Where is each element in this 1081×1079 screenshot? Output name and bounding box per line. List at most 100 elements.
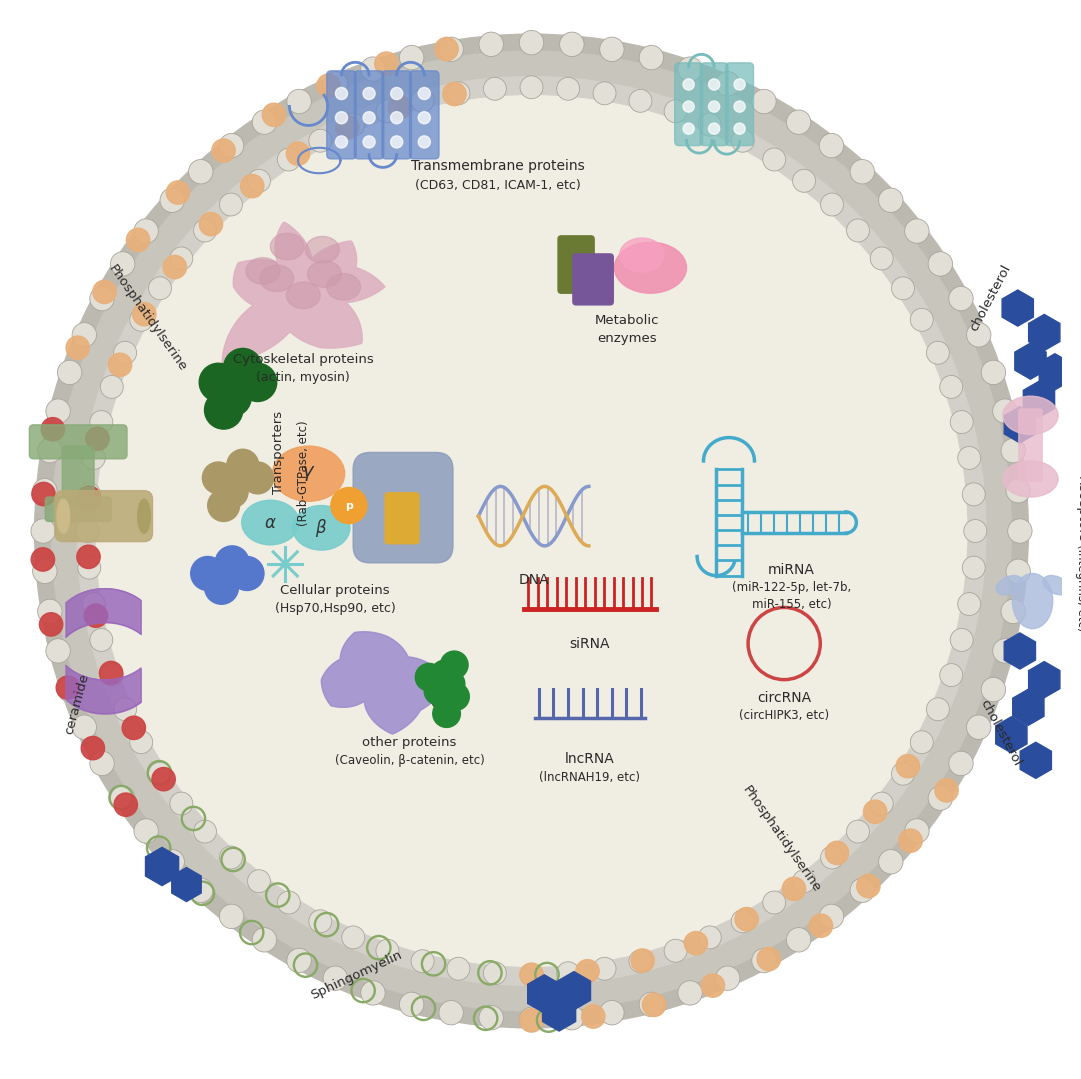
Circle shape bbox=[204, 391, 243, 429]
Polygon shape bbox=[528, 974, 561, 1013]
Circle shape bbox=[215, 546, 249, 579]
Circle shape bbox=[962, 556, 985, 579]
Circle shape bbox=[483, 961, 506, 985]
Polygon shape bbox=[1029, 661, 1059, 698]
Circle shape bbox=[317, 74, 341, 97]
Circle shape bbox=[93, 281, 116, 303]
Circle shape bbox=[892, 277, 915, 300]
Circle shape bbox=[684, 931, 708, 955]
Circle shape bbox=[148, 762, 172, 786]
Circle shape bbox=[309, 129, 332, 152]
Text: Phosphatidylserine: Phosphatidylserine bbox=[106, 263, 189, 374]
Text: cholesterol: cholesterol bbox=[977, 697, 1024, 768]
Circle shape bbox=[361, 57, 385, 81]
Circle shape bbox=[678, 981, 703, 1006]
Circle shape bbox=[810, 914, 832, 938]
Circle shape bbox=[958, 592, 980, 615]
Circle shape bbox=[418, 136, 430, 148]
Circle shape bbox=[557, 961, 579, 985]
Circle shape bbox=[479, 32, 504, 56]
Circle shape bbox=[850, 160, 875, 183]
Circle shape bbox=[66, 336, 90, 359]
FancyBboxPatch shape bbox=[385, 493, 419, 544]
Circle shape bbox=[443, 82, 466, 106]
Circle shape bbox=[982, 360, 1005, 384]
Polygon shape bbox=[1039, 354, 1070, 390]
Circle shape bbox=[819, 904, 843, 929]
Text: siRNA: siRNA bbox=[570, 638, 610, 651]
Circle shape bbox=[520, 964, 543, 986]
Text: other proteins: other proteins bbox=[362, 736, 456, 749]
Circle shape bbox=[342, 113, 364, 136]
Circle shape bbox=[966, 715, 991, 739]
Circle shape bbox=[678, 57, 703, 81]
Circle shape bbox=[439, 1000, 464, 1025]
Circle shape bbox=[435, 38, 458, 60]
Ellipse shape bbox=[1013, 573, 1053, 629]
Circle shape bbox=[892, 762, 915, 786]
FancyBboxPatch shape bbox=[45, 497, 111, 521]
Ellipse shape bbox=[1003, 396, 1058, 435]
Circle shape bbox=[708, 79, 720, 90]
Circle shape bbox=[786, 928, 811, 952]
Circle shape bbox=[388, 96, 412, 119]
Circle shape bbox=[479, 1006, 504, 1029]
Text: (Rab-GTPase, etc): (Rab-GTPase, etc) bbox=[297, 421, 310, 527]
Circle shape bbox=[966, 323, 991, 347]
Text: Transmembrane proteins: Transmembrane proteins bbox=[411, 160, 585, 174]
Circle shape bbox=[57, 360, 82, 384]
Ellipse shape bbox=[137, 500, 150, 533]
Circle shape bbox=[698, 113, 721, 136]
Circle shape bbox=[163, 256, 186, 278]
Polygon shape bbox=[1004, 407, 1036, 442]
Circle shape bbox=[411, 950, 435, 972]
Circle shape bbox=[81, 737, 105, 760]
Circle shape bbox=[213, 378, 251, 416]
Circle shape bbox=[41, 418, 65, 441]
Circle shape bbox=[642, 993, 666, 1016]
Circle shape bbox=[375, 52, 398, 76]
Circle shape bbox=[929, 786, 952, 810]
Circle shape bbox=[939, 375, 963, 398]
Polygon shape bbox=[1015, 343, 1046, 379]
Circle shape bbox=[45, 639, 70, 664]
Circle shape bbox=[1006, 559, 1030, 584]
Circle shape bbox=[166, 181, 189, 204]
Circle shape bbox=[415, 664, 443, 691]
Circle shape bbox=[950, 628, 973, 652]
Text: circRNA: circRNA bbox=[757, 692, 811, 706]
Circle shape bbox=[32, 559, 57, 584]
Circle shape bbox=[399, 45, 424, 70]
Circle shape bbox=[716, 966, 739, 991]
Circle shape bbox=[898, 829, 922, 852]
Circle shape bbox=[230, 557, 264, 590]
Circle shape bbox=[600, 1000, 624, 1025]
FancyBboxPatch shape bbox=[410, 71, 439, 159]
Circle shape bbox=[926, 698, 949, 721]
Circle shape bbox=[77, 77, 986, 985]
Circle shape bbox=[905, 219, 929, 243]
Ellipse shape bbox=[272, 446, 345, 502]
Circle shape bbox=[160, 188, 185, 213]
Circle shape bbox=[825, 842, 849, 864]
Circle shape bbox=[90, 286, 115, 311]
Circle shape bbox=[431, 660, 458, 687]
Circle shape bbox=[133, 302, 156, 326]
Circle shape bbox=[85, 427, 109, 450]
Circle shape bbox=[188, 160, 213, 183]
Circle shape bbox=[708, 123, 720, 134]
Text: DNA: DNA bbox=[518, 573, 549, 587]
Circle shape bbox=[896, 754, 920, 778]
Circle shape bbox=[110, 786, 135, 810]
FancyBboxPatch shape bbox=[725, 63, 753, 146]
Circle shape bbox=[437, 670, 465, 698]
Text: Cytoskeletal proteins: Cytoskeletal proteins bbox=[232, 353, 374, 366]
Circle shape bbox=[520, 1009, 543, 1033]
Circle shape bbox=[783, 877, 805, 901]
Circle shape bbox=[31, 519, 55, 543]
Circle shape bbox=[31, 548, 55, 571]
Circle shape bbox=[376, 939, 399, 962]
Text: (miR-122-5p, let-7b,: (miR-122-5p, let-7b, bbox=[732, 581, 851, 593]
Circle shape bbox=[108, 353, 132, 377]
Ellipse shape bbox=[57, 500, 69, 533]
